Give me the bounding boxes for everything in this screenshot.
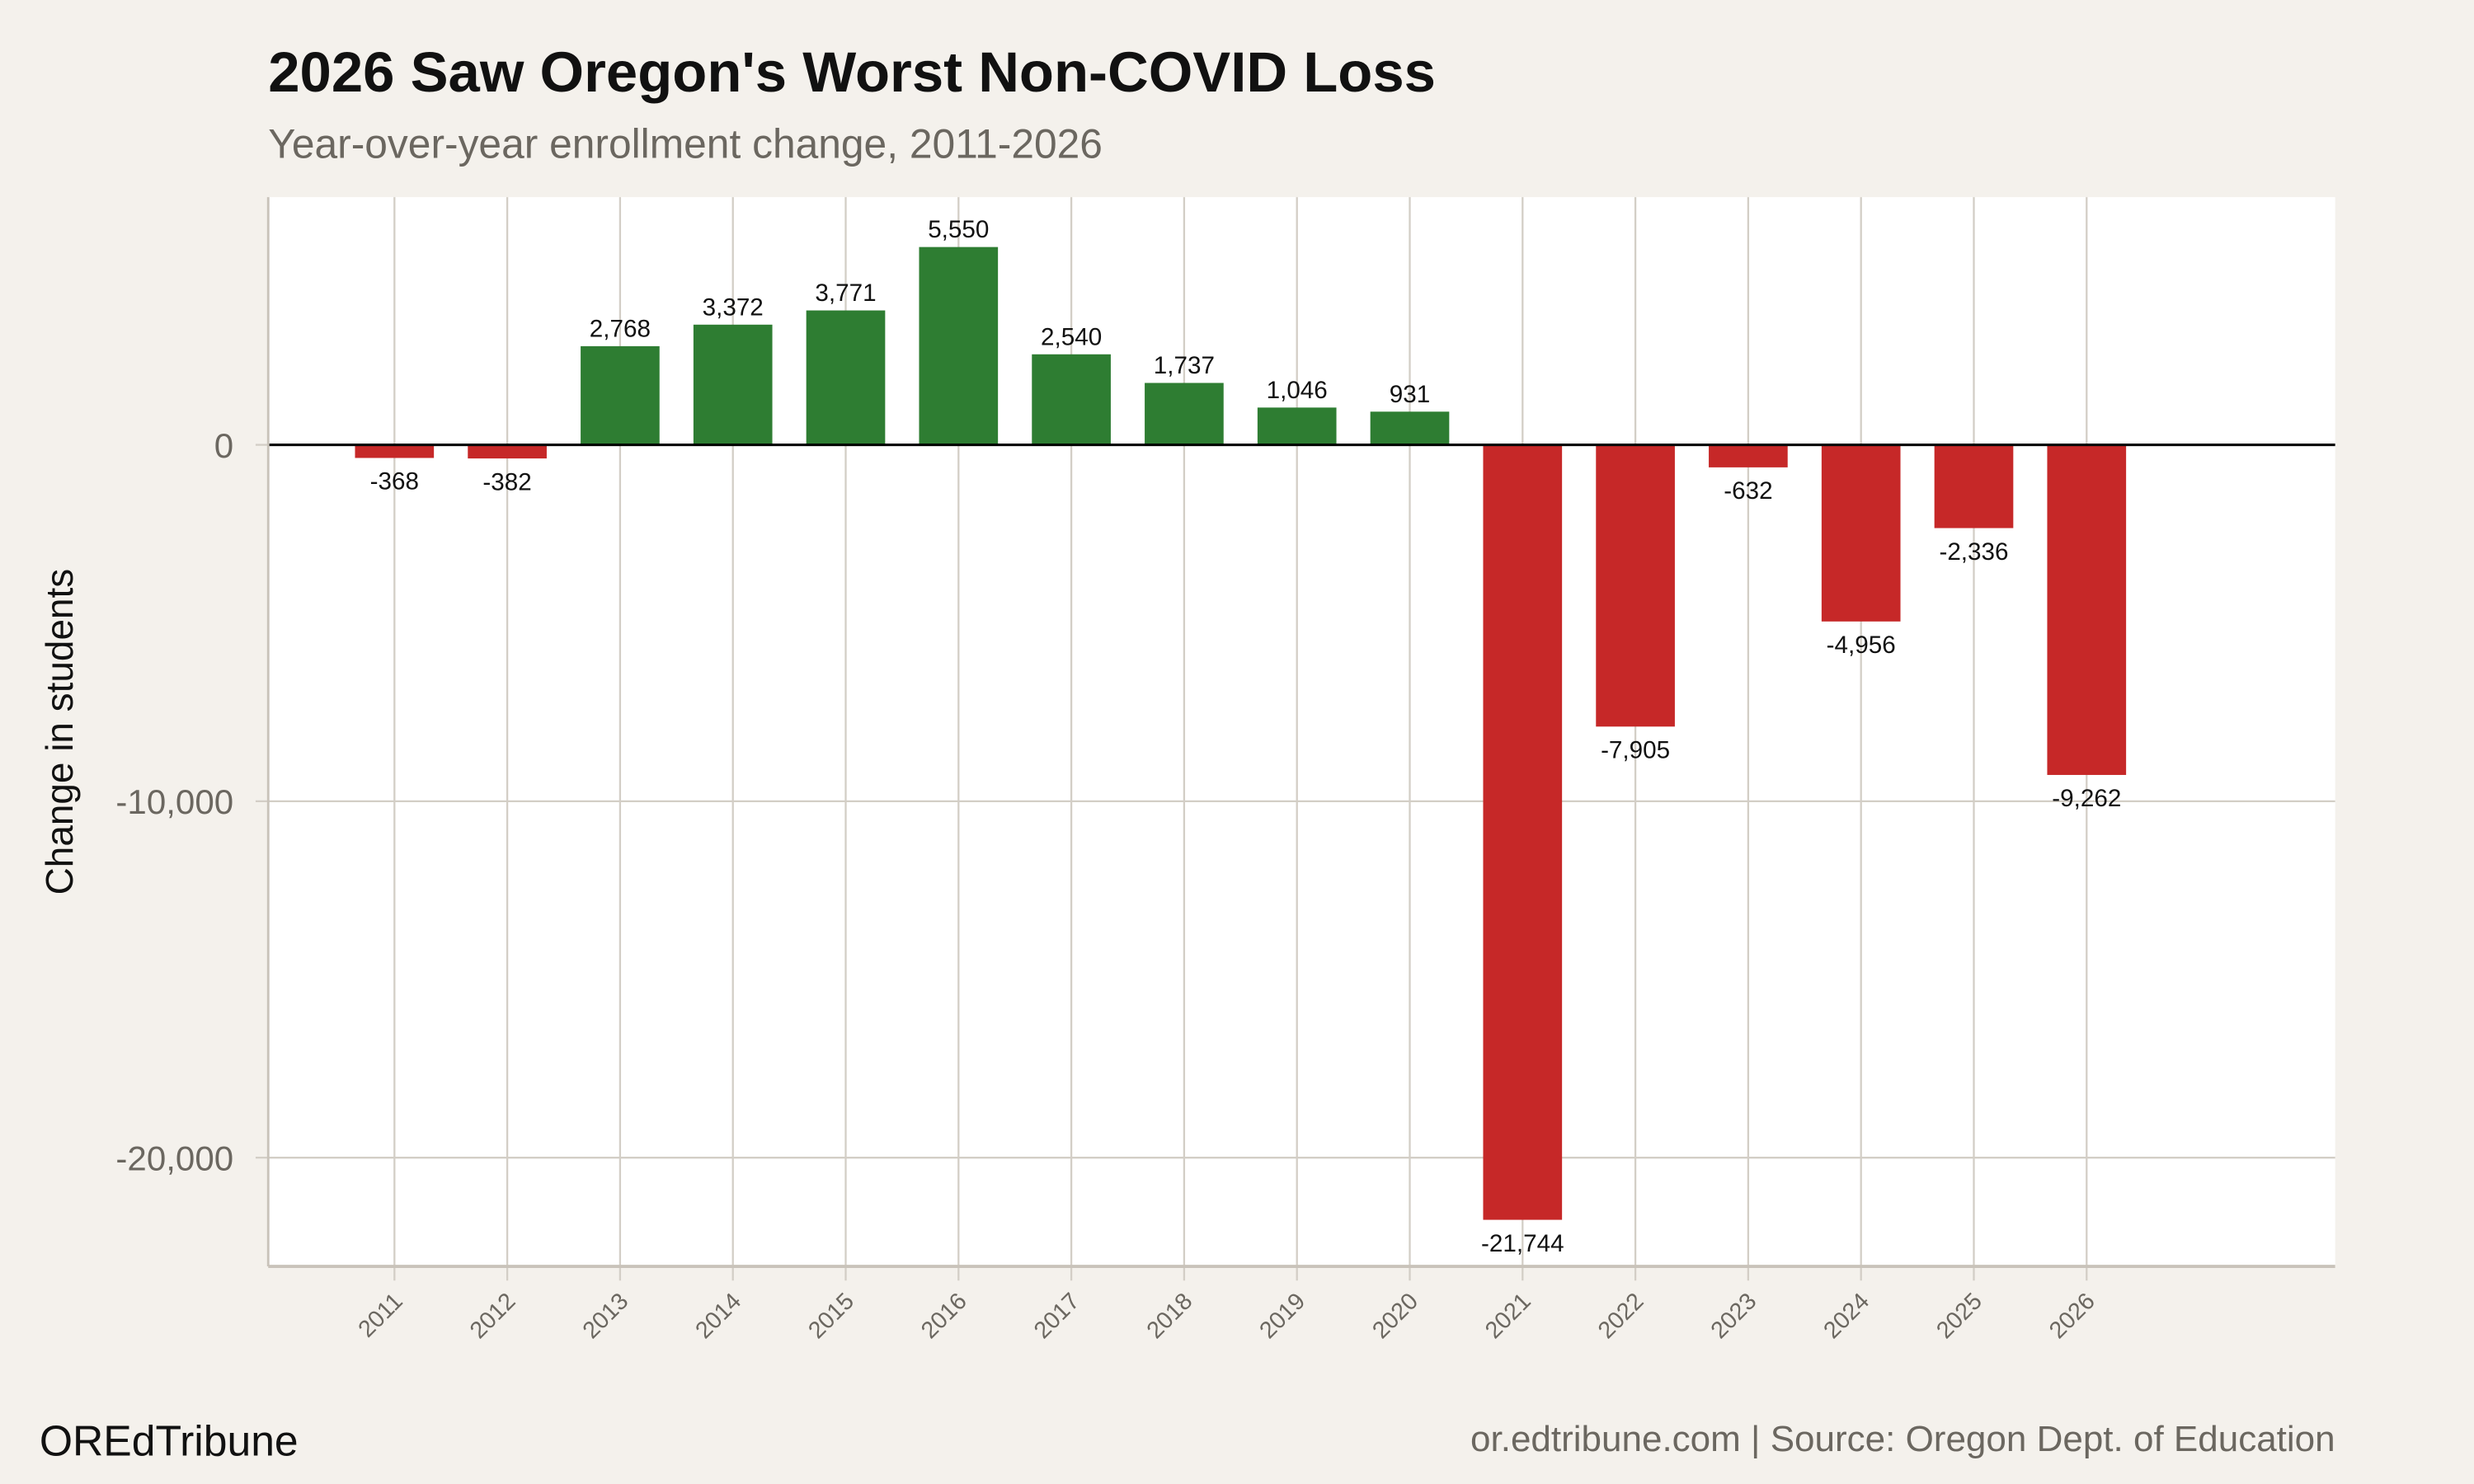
bar-2017 <box>1032 354 1111 445</box>
y-tick-label: -10,000 <box>115 782 233 821</box>
data-label: 2,540 <box>1041 323 1102 350</box>
bar-2026 <box>2047 444 2127 775</box>
x-tick-label: 2016 <box>916 1288 972 1344</box>
y-axis-label: Change in students <box>38 569 81 895</box>
chart-subtitle: Year-over-year enrollment change, 2011-2… <box>268 120 1103 167</box>
data-label: -9,262 <box>2052 785 2121 812</box>
chart-title: 2026 Saw Oregon's Worst Non-COVID Loss <box>268 40 1436 104</box>
bar-2016 <box>919 247 999 445</box>
plot-area <box>268 197 2335 1267</box>
data-label: -7,905 <box>1601 737 1670 764</box>
x-tick-label: 2022 <box>1593 1288 1649 1344</box>
data-label: -368 <box>370 468 419 495</box>
x-tick-label: 2020 <box>1367 1288 1423 1344</box>
bar-2011 <box>355 444 435 458</box>
bar-2023 <box>1709 444 1788 467</box>
bar-2013 <box>581 345 660 445</box>
x-tick-label: 2014 <box>690 1288 746 1344</box>
y-tick-label: -20,000 <box>115 1139 233 1177</box>
bar-2020 <box>1370 411 1450 445</box>
data-label: 3,372 <box>703 294 764 321</box>
x-tick-label: 2013 <box>578 1288 634 1344</box>
x-tick-label: 2025 <box>1931 1288 1987 1344</box>
data-label: -632 <box>1724 477 1772 505</box>
footer-source: or.edtribune.com | Source: Oregon Dept. … <box>1470 1419 2335 1459</box>
bar-2022 <box>1596 444 1675 727</box>
y-tick-label: 0 <box>214 426 233 465</box>
data-label: 1,046 <box>1267 377 1328 404</box>
data-label: -382 <box>482 468 531 495</box>
x-tick-label: 2017 <box>1029 1288 1085 1344</box>
footer-brand: OREdTribune <box>40 1417 299 1465</box>
x-tick-label: 2023 <box>1706 1288 1762 1344</box>
x-tick-label: 2024 <box>1818 1288 1874 1344</box>
bar-2021 <box>1483 444 1563 1220</box>
data-label: 2,768 <box>590 315 651 342</box>
bar-2024 <box>1821 444 1901 622</box>
data-label: -2,336 <box>1939 538 2008 566</box>
bar-2025 <box>1934 444 2014 528</box>
x-tick-label: 2011 <box>353 1288 407 1342</box>
bar-2014 <box>693 324 773 445</box>
x-tick-label: 2026 <box>2044 1288 2100 1344</box>
data-label: 1,737 <box>1154 352 1215 379</box>
bar-2012 <box>468 444 547 459</box>
x-tick-label: 2018 <box>1142 1288 1198 1344</box>
data-label: -4,956 <box>1827 632 1896 659</box>
data-label: 5,550 <box>928 216 989 243</box>
data-label: -21,744 <box>1481 1230 1564 1257</box>
x-tick-label: 2012 <box>465 1288 521 1344</box>
x-tick-label: 2021 <box>1480 1288 1536 1344</box>
bar-2015 <box>806 310 886 445</box>
x-tick-label: 2019 <box>1254 1288 1310 1344</box>
bar-2018 <box>1145 383 1224 445</box>
bar-2019 <box>1257 407 1337 445</box>
x-tick-label: 2015 <box>803 1288 859 1344</box>
data-label: 3,771 <box>815 279 876 307</box>
data-label: 931 <box>1390 381 1430 408</box>
